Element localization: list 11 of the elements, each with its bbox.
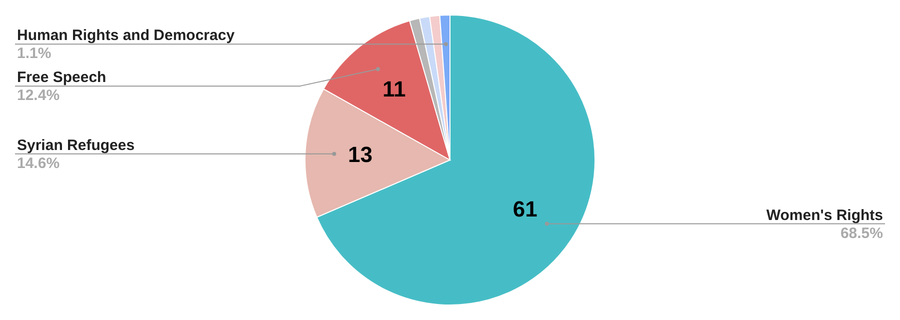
slice-label: Women's Rights — [766, 206, 883, 224]
data-label: 13 — [348, 142, 372, 168]
text: 68.5% — [840, 224, 883, 242]
slice-label: Human Rights and Democracy — [17, 27, 236, 44]
slice-label: Free Speech — [17, 69, 106, 86]
data-label: 61 — [512, 196, 538, 222]
data-label: 11 — [382, 76, 406, 102]
text: 12.4% — [17, 87, 60, 104]
slice-label: Syrian Refugees — [17, 136, 135, 154]
text: 1.1% — [17, 45, 52, 62]
text: 14.6% — [17, 154, 60, 172]
